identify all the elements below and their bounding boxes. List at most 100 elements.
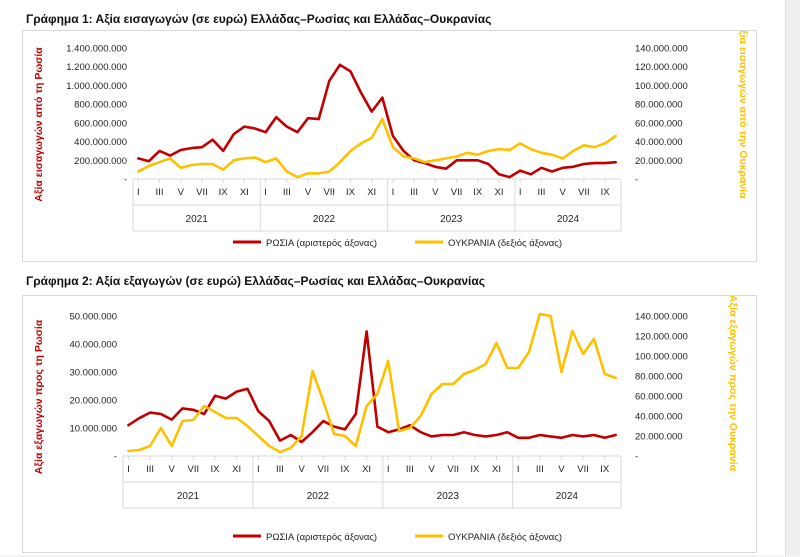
year-label: 2023 — [440, 214, 463, 225]
left-axis-tick-label: 50.000.000 — [69, 312, 117, 323]
russia-series-line — [137, 63, 618, 179]
left-axis-tick-label: 1.400.000.000 — [66, 44, 127, 55]
legend-ukraine-label: ΟΥΚΡΑΝΙΑ (δεξιός άξονας) — [448, 238, 562, 249]
right-axis-tick-label: 140.000.000 — [635, 312, 688, 323]
chart-1-frame: - 200.000.000 400.000.000 600.000.000 800.00… — [22, 22, 757, 262]
month-tick-label: XI — [367, 187, 376, 198]
month-tick-label: VII — [451, 187, 463, 198]
left-axis-tick-label: 400.000.000 — [74, 137, 127, 148]
year-label: 2021 — [177, 491, 200, 502]
month-tick-label: V — [305, 187, 312, 198]
year-label: 2022 — [313, 214, 336, 225]
month-tick-label: V — [558, 464, 565, 475]
left-axis-tick-label: 600.000.000 — [74, 118, 127, 129]
left-axis-tick-label: - — [124, 175, 127, 186]
right-axis-tick-label: 100.000.000 — [635, 81, 688, 92]
ukraine-series-line — [137, 117, 618, 179]
month-tick-label: III — [156, 187, 164, 198]
right-axis-tick-label: - — [635, 175, 638, 186]
month-tick-label: XI — [495, 187, 504, 198]
month-tick-label: VII — [577, 464, 589, 475]
right-axis-tick-label: 40.000.000 — [635, 412, 683, 423]
right-axis-tick-label: 20.000.000 — [635, 432, 683, 443]
legend-ukraine-label: ΟΥΚΡΑΝΙΑ (δεξιός άξονας) — [448, 532, 562, 543]
chart-2-svg: - 10.000.000 20.000.000 30.000.000 40.000.00… — [33, 295, 739, 543]
month-tick-label: I — [264, 187, 267, 198]
right-axis-tick-label: 60.000.000 — [635, 392, 683, 403]
right-axis-tick-label: 100.000.000 — [635, 352, 688, 363]
month-tick-label: I — [517, 464, 520, 475]
left-axis-tick-label: 1.000.000.000 — [66, 81, 127, 92]
month-tick-label: III — [536, 464, 544, 475]
month-tick-label: III — [146, 464, 154, 475]
month-tick-label: IX — [211, 464, 221, 475]
month-tick-label: IX — [470, 464, 480, 475]
month-tick-label: XI — [362, 464, 371, 475]
left-axis-tick-label: 800.000.000 — [74, 100, 127, 111]
month-tick-label: XI — [232, 464, 241, 475]
month-tick-label: V — [428, 464, 435, 475]
chart-2-title: Γράφημα 2: Αξία εξαγωγών (σε ευρώ) Ελλάδ… — [26, 274, 486, 288]
left-axis-tick-label: 20.000.000 — [69, 396, 117, 407]
right-axis-tick-label: 120.000.000 — [635, 332, 688, 343]
right-axis-tick-label: 80.000.000 — [635, 372, 683, 383]
month-tick-label: IX — [600, 464, 610, 475]
document-page: Γράφημα 1: Αξία εισαγωγών (σε ευρώ) Ελλά… — [0, 0, 785, 555]
right-axis-tick-label: 140.000.000 — [635, 44, 688, 55]
month-tick-label: IX — [346, 187, 356, 198]
year-label: 2022 — [307, 491, 330, 502]
month-tick-label: IX — [340, 464, 350, 475]
month-tick-label: IX — [601, 187, 611, 198]
month-tick-label: III — [537, 187, 545, 198]
month-tick-label: V — [432, 187, 439, 198]
year-label: 2024 — [556, 491, 579, 502]
right-axis-tick-label: 80.000.000 — [635, 100, 683, 111]
chart-1-title: Γράφημα 1: Αξία εισαγωγών (σε ευρώ) Ελλά… — [26, 12, 492, 26]
month-tick-label: I — [137, 187, 140, 198]
left-axis-tick-label: - — [114, 452, 117, 463]
right-axis-tick-label: 60.000.000 — [635, 118, 683, 129]
left-axis-tick-label: 200.000.000 — [74, 156, 127, 167]
month-tick-label: III — [406, 464, 414, 475]
chart-1-svg: - 200.000.000 400.000.000 600.000.000 800.00… — [33, 22, 749, 249]
month-tick-label: VII — [188, 464, 200, 475]
month-tick-label: VII — [196, 187, 208, 198]
month-tick-label: III — [410, 187, 418, 198]
month-tick-label: XI — [240, 187, 249, 198]
year-label: 2024 — [557, 214, 580, 225]
month-tick-label: V — [178, 187, 185, 198]
month-tick-label: IX — [219, 187, 229, 198]
russia-series-line — [127, 330, 617, 444]
year-label: 2023 — [437, 491, 460, 502]
left-axis-tick-label: 30.000.000 — [69, 368, 117, 379]
right-axis-title: Αξία εισαγωγών από την Ουκρανία — [737, 31, 749, 199]
chart-2-frame: - 10.000.000 20.000.000 30.000.000 40.000.00… — [22, 295, 757, 553]
month-tick-label: V — [559, 187, 566, 198]
right-axis-tick-label: - — [635, 452, 638, 463]
month-tick-label: I — [387, 464, 390, 475]
month-tick-label: V — [169, 464, 176, 475]
month-tick-label: VII — [323, 187, 335, 198]
year-label: 2021 — [186, 214, 209, 225]
month-tick-label: XI — [492, 464, 501, 475]
left-axis-tick-label: 40.000.000 — [69, 340, 117, 351]
month-tick-label: V — [298, 464, 305, 475]
right-axis-tick-label: 20.000.000 — [635, 156, 683, 167]
month-tick-label: III — [276, 464, 284, 475]
right-axis-tick-label: 40.000.000 — [635, 137, 683, 148]
month-tick-label: VII — [317, 464, 329, 475]
month-tick-label: I — [519, 187, 522, 198]
month-tick-label: I — [127, 464, 130, 475]
ukraine-series-line — [127, 312, 617, 454]
month-tick-label: IX — [473, 187, 483, 198]
right-axis-title: Αξία εξαγωγών προς την Ουκρανία — [727, 296, 739, 472]
month-tick-label: VII — [578, 187, 590, 198]
month-tick-label: I — [257, 464, 260, 475]
legend-russia-label: ΡΩΣΙΑ (αριστερός άξονας) — [266, 532, 377, 543]
left-axis-title: Αξία εισαγωγών από τη Ρωσία — [33, 47, 45, 202]
left-axis-tick-label: 10.000.000 — [69, 424, 117, 435]
month-tick-label: I — [392, 187, 395, 198]
left-axis-title: Αξία εξαγωγών προς τη Ρωσία — [33, 319, 45, 474]
legend-russia-label: ΡΩΣΙΑ (αριστερός άξονας) — [266, 238, 377, 249]
vertical-scrollbar[interactable] — [785, 0, 800, 555]
